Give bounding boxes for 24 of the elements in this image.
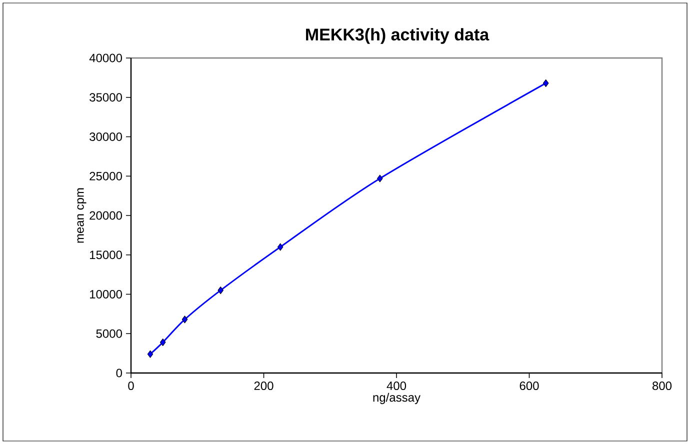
point [218,286,224,294]
point [160,338,166,346]
y-tick-label: 10000 [90,290,122,298]
y-tick-label: 0 [116,368,122,378]
y-tick-label: 25000 [90,172,122,180]
y-axis-title: mean cpm [77,188,86,243]
y-tick-label: 15000 [90,250,122,260]
point [377,174,383,182]
point [277,243,284,251]
point [542,79,549,87]
x-axis-title: ng/assay [373,392,420,404]
y-tick-label: 30000 [90,132,122,141]
point [147,350,154,358]
y-tick-label: 40000 [89,54,122,62]
x-tick-label: 400 [386,382,406,390]
x-tick-label: 200 [254,382,274,390]
x-tick-label: 0 [128,382,134,390]
x-tick-label: 600 [520,382,539,390]
chart-title: MEKK3(h) activity data [306,28,490,44]
y-tick-label: 5000 [96,329,122,338]
y-tick-label: 35000 [90,93,122,102]
x-tick-label: 800 [652,382,672,390]
point [182,316,188,324]
y-tick-label: 20000 [90,211,122,220]
